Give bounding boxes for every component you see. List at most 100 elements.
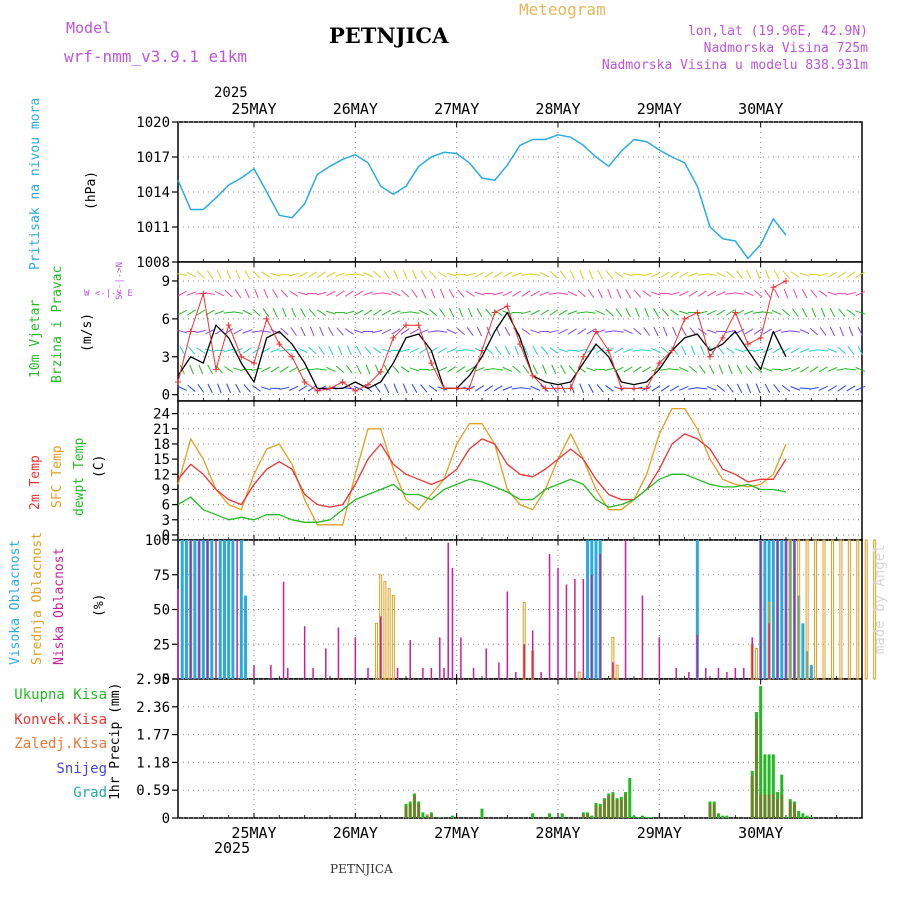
wind-arrow — [372, 329, 383, 334]
wind-gust-marker — [618, 385, 625, 392]
wind-arrow — [827, 291, 838, 296]
low-cloud-bar — [354, 637, 357, 679]
y-tick-label: 0 — [162, 672, 170, 688]
wind-arrow — [559, 270, 567, 280]
precip-total-bar — [716, 813, 720, 818]
wind-arrow — [288, 385, 299, 391]
wind-arrow — [391, 328, 401, 335]
wind-arrow — [428, 330, 439, 333]
high-cloud-bar — [210, 540, 214, 679]
model-label: Model — [66, 19, 112, 37]
wind-arrow — [558, 328, 568, 335]
wind-arrow — [493, 271, 503, 278]
precip-legend: Ukupna Kisa Konvek.Kisa Zaledj.Kisa Snij… — [14, 683, 107, 806]
wind-arrow — [514, 345, 519, 356]
wind-arrow — [420, 270, 427, 280]
wind-arrow — [439, 288, 445, 299]
wind-gust-marker — [301, 379, 308, 386]
wind-arrow — [483, 368, 494, 371]
mid-cloud-bar — [615, 664, 619, 680]
y-tick-label: 1020 — [136, 115, 170, 131]
high-cloud-bar — [763, 540, 767, 679]
wind-arrow — [476, 307, 483, 318]
high-cloud-bar — [767, 540, 771, 679]
wind-arrow — [697, 310, 708, 315]
wind-arrow — [401, 289, 410, 298]
mid-cloud-bar — [814, 539, 818, 680]
wind-arrow — [725, 309, 735, 316]
mid-cloud-bar — [788, 539, 792, 680]
high-cloud-bar — [586, 540, 590, 679]
dewpt-line — [177, 473, 787, 523]
day-label-top: 29MAY — [637, 100, 682, 118]
wind-arrow — [307, 368, 318, 371]
wind-gust-marker — [441, 385, 447, 392]
wind-arrow — [530, 290, 540, 297]
mid-cloud-bar — [383, 581, 387, 680]
low-cloud-bar — [696, 634, 699, 679]
wind-arrow — [818, 349, 829, 352]
wind-arrow — [576, 311, 587, 314]
wind-gust-marker — [263, 315, 270, 322]
wind-arrow — [604, 330, 615, 333]
wind-arrow — [679, 385, 689, 391]
day-label-bottom: 29MAY — [637, 824, 682, 842]
wind-arrow — [716, 272, 726, 278]
wind-gust-marker — [339, 379, 346, 386]
wind-arrow — [356, 364, 362, 375]
low-cloud-ylabel: Niska Oblacnost — [52, 547, 67, 665]
wind-arrow — [799, 272, 810, 277]
wind-arrow — [186, 291, 197, 296]
low-cloud-bar — [177, 588, 179, 679]
wind-arrow — [586, 347, 596, 354]
precip-total-bar — [784, 817, 788, 818]
low-cloud-bar — [409, 640, 411, 679]
wind-arrow — [345, 328, 354, 335]
wind-arrow — [502, 386, 513, 391]
precip-total-bar — [531, 813, 535, 818]
wind-arrow — [409, 311, 420, 314]
low-cloud-bar — [574, 578, 576, 679]
wind-arrow — [298, 347, 308, 354]
wind-gust-marker — [770, 284, 777, 291]
wind-arrow — [569, 269, 575, 280]
wind-arrow — [309, 326, 315, 337]
wind-arrow — [214, 310, 225, 315]
wind-gust-marker — [175, 379, 181, 386]
watermark: made by Angel — [872, 544, 888, 654]
wind-arrow — [383, 270, 390, 280]
y-tick-label: 9 — [162, 482, 170, 498]
high-cloud-bar — [193, 540, 197, 679]
wind-arrow — [623, 272, 634, 277]
wind-arrow — [801, 307, 808, 318]
wind-arrow — [745, 365, 753, 374]
wind-arrow — [224, 366, 234, 373]
wind-arrow — [279, 386, 290, 391]
mid-cloud-bar — [754, 647, 758, 680]
low-cloud-bar — [531, 630, 534, 679]
precip-conv-bar — [788, 801, 792, 818]
wind-arrow — [391, 310, 401, 315]
low-cloud-bar — [189, 540, 192, 679]
low-cloud-bar — [422, 667, 424, 679]
wind-arrow — [270, 366, 280, 373]
wind-arrow — [344, 273, 355, 276]
wind-arrow — [520, 273, 531, 276]
wind-arrow — [494, 346, 502, 355]
wind-arrow — [688, 387, 699, 390]
wind-arrow — [697, 290, 707, 297]
precip-conv-bar — [619, 800, 623, 818]
wind-arrow — [288, 272, 299, 277]
wind-arrow — [207, 383, 213, 394]
wind-arrow — [678, 310, 689, 315]
wind-arrow — [298, 385, 308, 392]
precip-conv-bar — [417, 803, 421, 818]
wind-arrow — [577, 328, 587, 335]
wind-arrow — [753, 311, 764, 314]
wind-arrow — [373, 270, 382, 279]
wind-arrow — [679, 290, 689, 297]
wind-arrow — [549, 347, 559, 354]
wind-arrow — [226, 383, 232, 394]
precip-conv-bar — [792, 803, 796, 818]
precip-total-bar — [628, 777, 632, 818]
